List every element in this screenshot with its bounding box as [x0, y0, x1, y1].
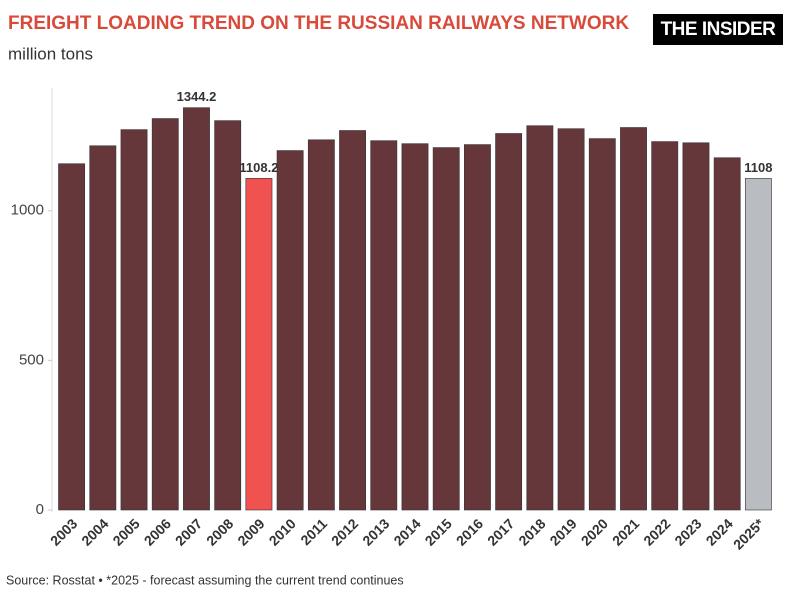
- x-tick-label: 2005: [109, 515, 142, 548]
- x-tick-label: 2020: [578, 515, 611, 548]
- bar: [183, 107, 210, 511]
- x-tick-label: 2017: [484, 515, 517, 548]
- bar: [151, 118, 179, 511]
- bar: [744, 178, 772, 511]
- bar: [432, 147, 460, 511]
- x-tick-label: 2004: [78, 515, 111, 548]
- bar: [339, 130, 366, 511]
- x-tick-label: 2008: [203, 515, 236, 548]
- x-tick-label: 2025*: [730, 515, 768, 553]
- x-tick-label: 2019: [546, 515, 579, 548]
- x-tick-label: 2022: [640, 515, 673, 548]
- x-tick-label: 2003: [47, 515, 80, 548]
- x-tick-label: 2021: [609, 515, 642, 548]
- x-tick-label: 2015: [422, 515, 455, 548]
- bar: [682, 142, 710, 511]
- value-label: 1344.2: [177, 89, 217, 104]
- y-tick-label: 1000: [11, 202, 44, 219]
- source-note: Source: Rosstat • *2025 - forecast assum…: [6, 573, 404, 587]
- chart-subtitle: million tons: [8, 44, 93, 63]
- bar: [370, 140, 398, 511]
- bar: [557, 128, 585, 511]
- x-tick-label: 2023: [671, 515, 704, 548]
- x-tick-label: 2018: [515, 515, 548, 548]
- x-tick-label: 2007: [172, 515, 205, 548]
- logo: THE INSIDER: [661, 19, 777, 40]
- x-tick-label: 2010: [266, 515, 299, 548]
- value-label: 1108.2: [239, 160, 278, 175]
- bar: [651, 141, 679, 511]
- bar: [276, 150, 304, 511]
- chart-title: FREIGHT LOADING TREND ON THE RUSSIAN RAI…: [8, 13, 629, 34]
- bar: [526, 125, 554, 511]
- value-label: 1108: [744, 160, 772, 175]
- bar: [307, 139, 335, 511]
- y-tick-label: 500: [19, 351, 44, 368]
- y-tick-label: 0: [36, 501, 44, 518]
- bar: [89, 145, 117, 511]
- bar: [245, 178, 273, 511]
- x-tick-label: 2006: [141, 515, 174, 548]
- x-tick-label: 2016: [453, 515, 486, 548]
- x-tick-label: 2009: [234, 515, 267, 548]
- x-tick-label: 2011: [297, 515, 330, 548]
- bar: [120, 129, 148, 511]
- bar: [620, 127, 647, 511]
- bar: [464, 144, 491, 511]
- bar: [495, 133, 523, 511]
- x-tick-label: 2013: [359, 515, 392, 548]
- bar: [588, 138, 616, 511]
- bar: [58, 163, 86, 511]
- bar: [713, 157, 741, 511]
- bar: [401, 143, 429, 511]
- x-tick-label: 2012: [328, 515, 361, 548]
- bar: [214, 120, 242, 511]
- x-tick-label: 2014: [390, 515, 423, 548]
- logo-box: [653, 14, 783, 45]
